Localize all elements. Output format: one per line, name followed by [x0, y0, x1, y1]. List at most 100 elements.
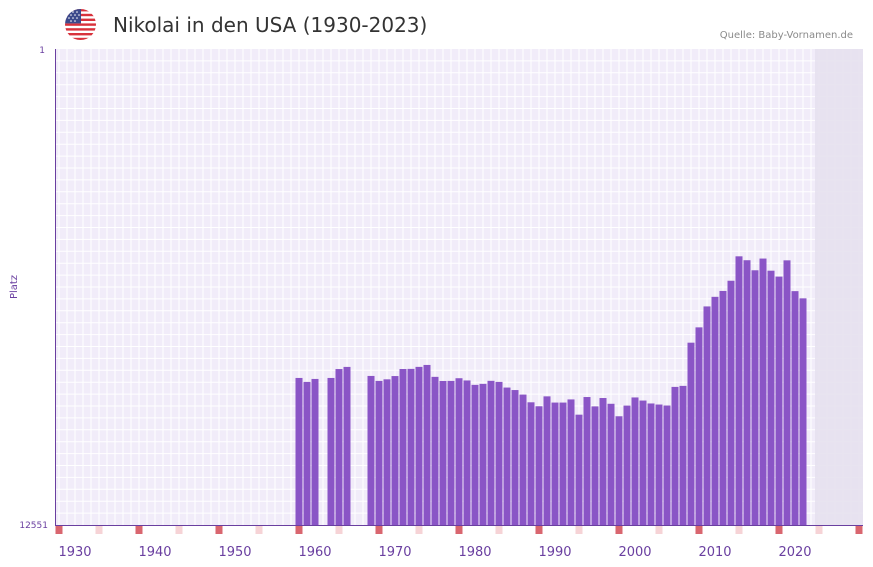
source-credit: Quelle: Baby-Vornamen.de [719, 30, 853, 41]
bar-1973 [415, 366, 423, 525]
bar-1993 [575, 414, 583, 525]
bar-1975 [431, 376, 439, 525]
bar-1964 [343, 366, 351, 525]
half-decade-marker-1953 [255, 526, 263, 534]
bar-1982 [487, 380, 495, 525]
bar-2020 [791, 291, 799, 525]
x-tick-1950: 1950 [218, 545, 251, 560]
bar-2012 [727, 280, 735, 525]
x-tick-labels: 1930 1940 1950 1960 1970 1980 1990 2000 2010 2020 [58, 545, 811, 560]
bar-1991 [559, 402, 567, 525]
bar-1999 [623, 405, 631, 525]
year-markers [55, 526, 863, 534]
bar-1978 [455, 378, 463, 525]
x-tick-1960: 1960 [298, 545, 331, 560]
decade-marker-1988 [535, 526, 543, 534]
bar-1995 [591, 406, 599, 525]
bar-2017 [767, 270, 775, 525]
bar-2011 [719, 290, 727, 525]
x-tick-1990: 1990 [538, 545, 571, 560]
y-tick-bottom: 12551 [19, 521, 48, 531]
bar-2021 [799, 298, 807, 525]
bar-2018 [775, 276, 783, 525]
bar-1984 [503, 387, 511, 525]
bar-1990 [551, 402, 559, 525]
decade-marker-2028 [855, 526, 863, 534]
half-decade-marker-1943 [175, 526, 183, 534]
half-decade-marker-1933 [95, 526, 103, 534]
bar-1967 [367, 375, 375, 525]
x-tick-1940: 1940 [138, 545, 171, 560]
half-decade-marker-2013 [735, 526, 743, 534]
bar-1959 [303, 381, 311, 525]
bar-1971 [399, 369, 407, 525]
bar-2001 [639, 400, 647, 525]
bar-1988 [535, 406, 543, 525]
bar-1958 [295, 377, 303, 525]
bar-1979 [463, 380, 471, 525]
y-tick-top: 1 [39, 46, 45, 56]
decade-marker-1978 [455, 526, 463, 534]
bar-2014 [743, 260, 751, 525]
half-decade-marker-1963 [335, 526, 343, 534]
decade-marker-1948 [215, 526, 223, 534]
bar-2005 [671, 386, 679, 525]
bar-1972 [407, 368, 415, 525]
x-tick-1930: 1930 [58, 545, 91, 560]
bar-2019 [783, 260, 791, 525]
x-tick-2020: 2020 [778, 545, 811, 560]
y-axis-label: Platz [9, 275, 20, 299]
bar-2010 [711, 296, 719, 525]
bar-series [295, 256, 807, 525]
decade-marker-2018 [775, 526, 783, 534]
x-tick-2000: 2000 [618, 545, 651, 560]
bar-1976 [439, 380, 447, 525]
half-decade-marker-1983 [495, 526, 503, 534]
bar-1969 [383, 379, 391, 525]
bar-1977 [447, 380, 455, 525]
bar-1968 [375, 380, 383, 525]
decade-marker-1968 [375, 526, 383, 534]
half-decade-marker-2003 [655, 526, 663, 534]
half-decade-marker-1993 [575, 526, 583, 534]
bar-2004 [663, 405, 671, 525]
bar-1994 [583, 397, 591, 525]
bar-1987 [527, 402, 535, 525]
decade-marker-1938 [135, 526, 143, 534]
page-title: Nikolai in den USA (1930-2023) [113, 13, 428, 37]
bar-2007 [687, 342, 695, 525]
bar-1997 [607, 403, 615, 525]
bar-1980 [471, 384, 479, 525]
future-band [815, 49, 863, 525]
bar-2009 [703, 306, 711, 525]
bar-1970 [391, 376, 399, 525]
bar-1996 [599, 398, 607, 525]
bar-1983 [495, 381, 503, 525]
decade-marker-1928 [55, 526, 63, 534]
us-flag-icon [65, 9, 96, 40]
bar-2008 [695, 327, 703, 525]
bar-2002 [647, 403, 655, 525]
bar-2006 [679, 385, 687, 525]
x-tick-2010: 2010 [698, 545, 731, 560]
x-tick-1980: 1980 [458, 545, 491, 560]
bar-2015 [751, 270, 759, 525]
bar-2013 [735, 256, 743, 525]
x-tick-1970: 1970 [378, 545, 411, 560]
bar-1985 [511, 390, 519, 525]
bar-1960 [311, 378, 319, 525]
bar-1974 [423, 364, 431, 525]
bar-1998 [615, 416, 623, 525]
half-decade-marker-1973 [415, 526, 423, 534]
bar-1989 [543, 396, 551, 525]
half-decade-marker-2023 [815, 526, 823, 534]
bar-1962 [327, 377, 335, 525]
decade-marker-2008 [695, 526, 703, 534]
bar-2016 [759, 258, 767, 525]
bar-2003 [655, 404, 663, 525]
bar-1981 [479, 383, 487, 525]
bar-1992 [567, 399, 575, 525]
decade-marker-1998 [615, 526, 623, 534]
bar-1986 [519, 394, 527, 525]
